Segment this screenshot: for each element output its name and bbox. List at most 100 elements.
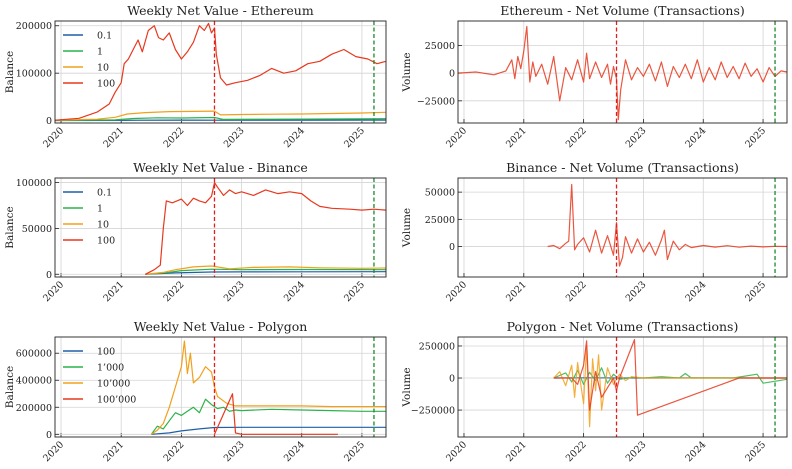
legend: 100 1’000 10’000 100’000 <box>63 347 136 406</box>
x-tick-label: 2021 <box>504 439 529 464</box>
y-axis-label: Volume <box>401 208 413 248</box>
y-tick-label: 0 <box>449 242 455 253</box>
x-tick-label: 2022 <box>564 279 589 304</box>
series-group <box>150 340 386 435</box>
series-line-1 <box>55 116 386 121</box>
y-tick-label: 400000 <box>16 376 52 387</box>
chart-panel-6: 2020 2021 2022 2023 2024 2025 −250000 0 250000 Po… <box>401 319 788 464</box>
legend-label: 100 <box>97 347 115 358</box>
x-tick-label: 2024 <box>683 439 708 464</box>
y-tick-label: 100000 <box>16 178 52 189</box>
x-tick-label: 2022 <box>564 439 589 464</box>
legend-label: 10 <box>97 63 109 74</box>
x-tick-label: 2023 <box>222 439 247 464</box>
legend-label: 1’000 <box>97 363 124 374</box>
y-axis-label: Balance <box>4 51 16 93</box>
plot-frame <box>54 177 387 278</box>
series-line-100’000 <box>213 393 338 435</box>
series-line-10’000 <box>150 340 386 435</box>
chart-title: Weekly Net Value - Polygon <box>134 319 308 334</box>
x-tick-label: 2024 <box>282 125 307 150</box>
series-line-10 <box>145 265 386 275</box>
x-tick-label: 2021 <box>101 125 126 150</box>
series-line-100 <box>145 182 386 275</box>
x-tick-label: 2024 <box>282 439 307 464</box>
y-tick-label: 600000 <box>16 349 52 360</box>
y-tick-label: 50000 <box>22 224 52 235</box>
y-tick-label: 200000 <box>16 21 52 32</box>
series-line-net volume <box>458 25 787 121</box>
series-line-100 <box>151 426 386 435</box>
series-group <box>55 22 386 122</box>
y-axis-label: Volume <box>401 367 413 407</box>
y-tick-label: 200000 <box>16 403 52 414</box>
y-tick-label: 0 <box>46 270 52 281</box>
series-line-100 <box>55 22 386 121</box>
x-tick-label: 2024 <box>282 279 307 304</box>
legend-label: 0.1 <box>97 31 112 42</box>
series-group <box>547 183 787 267</box>
chart-title: Weekly Net Value - Binance <box>133 160 308 175</box>
y-tick-label: 0 <box>449 69 455 80</box>
x-tick-label: 2020 <box>41 439 66 464</box>
y-axis-label: Balance <box>4 206 16 248</box>
legend: 0.1 1 10 100 <box>63 188 115 247</box>
legend-label: 1 <box>97 47 103 58</box>
y-tick-label: 25000 <box>425 41 455 52</box>
series-line-1 <box>145 268 386 275</box>
plot-frame <box>54 20 387 124</box>
x-tick-label: 2020 <box>444 439 469 464</box>
chart-title: Weekly Net Value - Ethereum <box>127 3 314 18</box>
chart-panel-2: 2020 2021 2022 2023 2024 2025 −25000 0 25000 Ethe… <box>401 3 788 150</box>
chart-panel-4: 2020 2021 2022 2023 2024 2025 0 25000 50000 Binan… <box>401 160 788 304</box>
y-tick-label: 100000 <box>16 69 52 80</box>
series-line-net volume <box>547 183 787 267</box>
y-tick-label: −250000 <box>411 406 455 417</box>
x-tick-label: 2020 <box>444 125 469 150</box>
legend-label: 100 <box>97 236 115 247</box>
x-tick-label: 2024 <box>683 279 708 304</box>
y-tick-label: −25000 <box>417 96 455 107</box>
x-tick-label: 2022 <box>162 439 187 464</box>
x-tick-label: 2021 <box>101 279 126 304</box>
x-tick-label: 2020 <box>444 279 469 304</box>
x-tick-label: 2021 <box>101 439 126 464</box>
legend-label: 0.1 <box>97 188 112 199</box>
x-tick-label: 2025 <box>342 439 367 464</box>
chart-title: Polygon - Net Volume (Transactions) <box>507 319 739 334</box>
x-tick-label: 2023 <box>624 125 649 150</box>
y-tick-label: 25000 <box>425 215 455 226</box>
x-tick-label: 2021 <box>504 125 529 150</box>
chart-panel-3: 2020 2021 2022 2023 2024 2025 0 50000 100000 Week… <box>4 160 387 304</box>
chart-panel-5: 2020 2021 2022 2023 2024 2025 0 200000 400000 600… <box>4 319 387 464</box>
series-line-0.1 <box>145 271 386 275</box>
legend: 0.1 1 10 100 <box>63 31 115 90</box>
y-tick-label: 0 <box>449 374 455 385</box>
series-line-0.1 <box>55 119 386 122</box>
x-tick-label: 2020 <box>41 279 66 304</box>
chart-title: Ethereum - Net Volume (Transactions) <box>500 3 745 18</box>
x-tick-label: 2025 <box>342 125 367 150</box>
series-group <box>553 339 787 428</box>
chart-title: Binance - Net Volume (Transactions) <box>506 160 739 175</box>
x-tick-label: 2022 <box>564 125 589 150</box>
x-tick-label: 2025 <box>743 439 768 464</box>
x-tick-label: 2021 <box>504 279 529 304</box>
legend-label: 1 <box>97 204 103 215</box>
x-tick-label: 2022 <box>162 125 187 150</box>
x-tick-label: 2025 <box>743 125 768 150</box>
y-tick-label: 0 <box>46 116 52 127</box>
series-group <box>458 25 787 121</box>
x-tick-label: 2025 <box>342 279 367 304</box>
y-axis-label: Volume <box>401 52 413 92</box>
y-axis-label: Balance <box>4 366 16 408</box>
x-tick-label: 2023 <box>222 125 247 150</box>
x-tick-label: 2023 <box>222 279 247 304</box>
x-tick-label: 2024 <box>683 125 708 150</box>
x-tick-label: 2020 <box>41 125 66 150</box>
plot-frame <box>54 336 387 438</box>
y-tick-label: 0 <box>46 430 52 441</box>
series-line-10’000 <box>553 345 787 428</box>
legend-label: 10 <box>97 220 109 231</box>
